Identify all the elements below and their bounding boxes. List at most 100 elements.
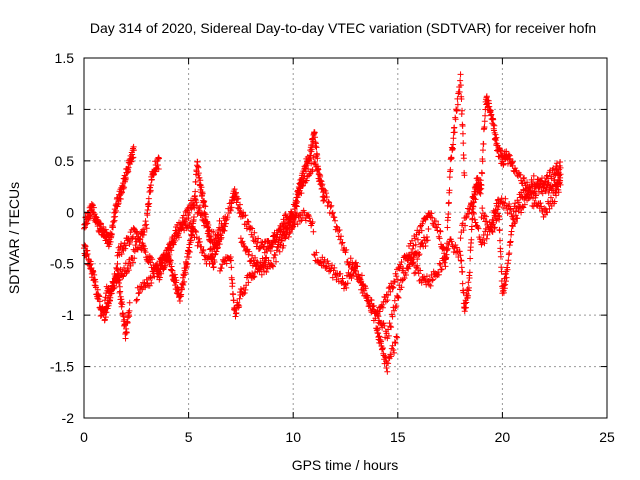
data-point-marker bbox=[518, 209, 525, 216]
data-point-marker bbox=[473, 222, 480, 229]
data-point-marker bbox=[126, 299, 133, 306]
data-point-marker bbox=[379, 301, 386, 308]
data-point-marker bbox=[245, 218, 252, 225]
data-point-marker bbox=[329, 210, 336, 217]
data-point-marker bbox=[309, 218, 316, 225]
data-point-marker bbox=[435, 221, 442, 228]
data-point-marker bbox=[195, 164, 202, 171]
data-point-marker bbox=[122, 175, 129, 182]
data-point-marker bbox=[506, 206, 513, 213]
data-point-marker bbox=[476, 187, 483, 194]
data-point-marker bbox=[132, 242, 139, 249]
y-tick-label: -2 bbox=[62, 410, 75, 426]
data-point-marker bbox=[423, 234, 430, 241]
data-point-marker bbox=[422, 243, 429, 250]
data-point-marker bbox=[456, 88, 463, 95]
data-point-marker bbox=[320, 186, 327, 193]
data-point-marker bbox=[305, 211, 312, 218]
data-point-marker bbox=[155, 266, 162, 273]
data-point-marker bbox=[482, 213, 489, 220]
data-point-marker bbox=[245, 279, 252, 286]
data-point-marker bbox=[415, 252, 422, 259]
data-point-marker bbox=[145, 203, 152, 210]
data-point-marker bbox=[491, 225, 498, 232]
data-point-marker bbox=[483, 93, 490, 100]
data-point-marker bbox=[204, 254, 211, 261]
data-point-marker bbox=[169, 238, 176, 245]
data-point-marker bbox=[524, 179, 531, 186]
data-point-marker bbox=[364, 292, 371, 299]
data-point-marker bbox=[477, 177, 484, 184]
data-point-marker bbox=[219, 226, 226, 233]
data-point-marker bbox=[199, 247, 206, 254]
data-point-marker bbox=[389, 313, 396, 320]
data-point-marker bbox=[323, 190, 330, 197]
data-point-marker bbox=[418, 227, 425, 234]
data-point-marker bbox=[236, 303, 243, 310]
data-point-marker bbox=[502, 195, 509, 202]
data-point-marker bbox=[526, 184, 533, 191]
data-point-marker bbox=[286, 214, 293, 221]
data-point-marker bbox=[416, 251, 423, 258]
data-point-marker bbox=[118, 296, 125, 303]
data-points bbox=[81, 71, 564, 375]
data-point-marker bbox=[222, 223, 229, 230]
data-point-marker bbox=[533, 185, 540, 192]
data-point-marker bbox=[216, 267, 223, 274]
series-track-15 bbox=[478, 177, 564, 235]
data-point-marker bbox=[341, 281, 348, 288]
data-point-marker bbox=[479, 205, 486, 212]
data-point-marker bbox=[231, 186, 238, 193]
data-point-marker bbox=[193, 199, 200, 206]
data-point-marker bbox=[326, 199, 333, 206]
data-point-marker bbox=[200, 246, 207, 253]
data-point-marker bbox=[237, 235, 244, 242]
data-point-marker bbox=[107, 294, 114, 301]
data-point-marker bbox=[154, 273, 161, 280]
data-point-marker bbox=[159, 260, 166, 267]
data-point-marker bbox=[468, 200, 475, 207]
data-point-marker bbox=[442, 263, 449, 270]
data-point-marker bbox=[142, 249, 149, 256]
data-point-marker bbox=[412, 269, 419, 276]
data-point-marker bbox=[211, 245, 218, 252]
data-point-marker bbox=[496, 227, 503, 234]
data-point-marker bbox=[114, 260, 121, 267]
data-point-marker bbox=[343, 246, 350, 253]
data-point-marker bbox=[189, 204, 196, 211]
data-point-marker bbox=[247, 224, 254, 231]
data-point-marker bbox=[460, 140, 467, 147]
data-point-marker bbox=[331, 214, 338, 221]
data-point-marker bbox=[379, 345, 386, 352]
data-point-marker bbox=[171, 271, 178, 278]
data-point-marker bbox=[530, 172, 537, 179]
data-point-marker bbox=[307, 147, 314, 154]
data-point-marker bbox=[387, 288, 394, 295]
data-point-marker bbox=[197, 177, 204, 184]
data-point-marker bbox=[250, 273, 257, 280]
x-tick-label: 0 bbox=[80, 429, 88, 445]
data-point-marker bbox=[475, 182, 482, 189]
data-point-marker bbox=[376, 317, 383, 324]
data-point-marker bbox=[375, 313, 382, 320]
data-point-marker bbox=[267, 247, 274, 254]
data-point-marker bbox=[398, 284, 405, 291]
data-point-marker bbox=[272, 238, 279, 245]
data-point-marker bbox=[181, 278, 188, 285]
x-tick-label: 5 bbox=[185, 429, 193, 445]
data-point-marker bbox=[541, 187, 548, 194]
data-point-marker bbox=[388, 353, 395, 360]
data-point-marker bbox=[494, 210, 501, 217]
data-point-marker bbox=[520, 175, 527, 182]
data-point-marker bbox=[338, 233, 345, 240]
data-point-marker bbox=[387, 323, 394, 330]
data-point-marker bbox=[414, 262, 421, 269]
data-point-marker bbox=[528, 191, 535, 198]
data-point-marker bbox=[82, 243, 89, 250]
data-point-marker bbox=[418, 279, 425, 286]
data-point-marker bbox=[406, 251, 413, 258]
data-point-marker bbox=[502, 278, 509, 285]
data-point-marker bbox=[305, 165, 312, 172]
data-point-marker bbox=[183, 263, 190, 270]
data-point-marker bbox=[394, 276, 401, 283]
